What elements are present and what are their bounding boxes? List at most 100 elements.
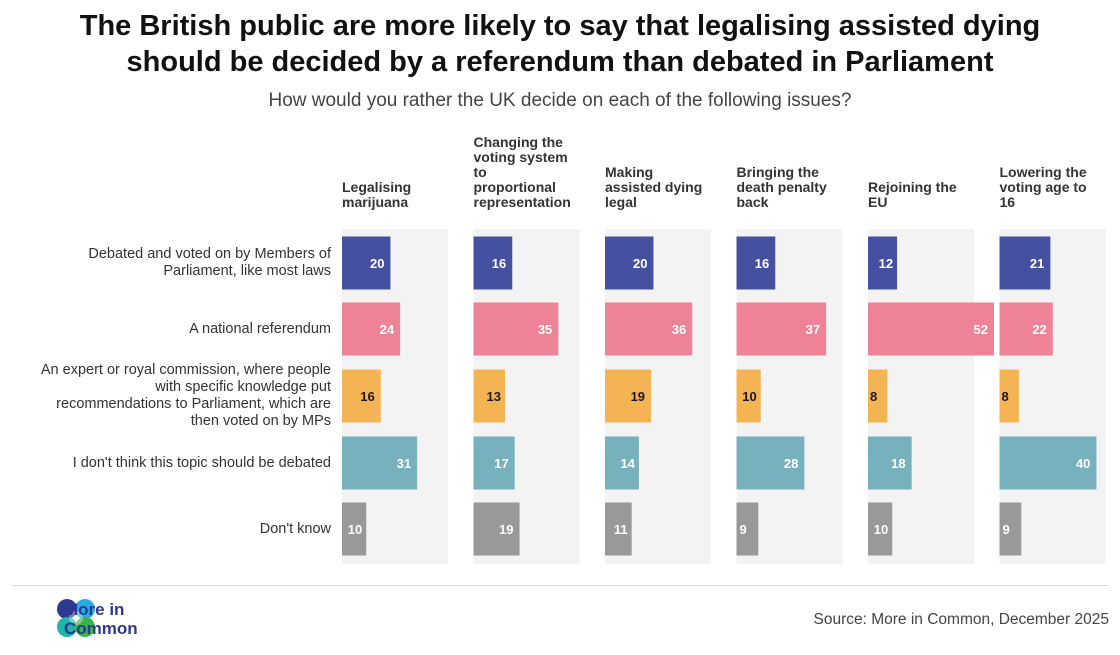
panel-header-line: Legalising (342, 179, 412, 195)
data-label: 10 (874, 522, 888, 537)
data-label: 13 (487, 389, 501, 404)
bar (999, 369, 1019, 423)
bar (473, 502, 520, 556)
row-label-line: Parliament, like most laws (163, 263, 331, 279)
bar (473, 236, 513, 290)
bar (868, 436, 912, 490)
panel-header-line: Changing the (473, 134, 563, 150)
bar (736, 302, 827, 356)
panel-header-6: Lowering the voting age to 16 (1000, 110, 1120, 210)
data-label: 40 (1076, 456, 1090, 471)
logo-line-2: Common (64, 619, 138, 638)
row-label-line: Don't know (259, 520, 331, 537)
data-label: 35 (538, 322, 552, 337)
data-label: 22 (1032, 322, 1046, 337)
bar (868, 502, 893, 556)
logo-center-overlap (69, 611, 83, 625)
data-label: 8 (870, 389, 877, 404)
data-label: 14 (620, 456, 635, 471)
data-label: 18 (891, 456, 905, 471)
panel-header-line: Bringing the (736, 164, 819, 180)
bar (736, 436, 805, 490)
panel-header-2: Changing the voting system to proportional r… (474, 110, 598, 210)
panel-header-line: 16 (999, 194, 1016, 210)
panel-header-line: legal (605, 194, 637, 210)
bar (342, 436, 418, 490)
data-label: 19 (499, 522, 513, 537)
data-label: 11 (614, 522, 628, 537)
bar (605, 436, 639, 490)
row-label-line: recommendations to Parliament, which are (56, 396, 331, 412)
data-label: 9 (740, 522, 747, 537)
panel-header-line: Lowering the (999, 164, 1087, 180)
chart-title: The British public are more likely to sa… (0, 8, 1120, 80)
bar (999, 236, 1051, 290)
data-label: 21 (1030, 256, 1044, 271)
chart-subtitle: How would you rather the UK decide on ea… (268, 90, 852, 111)
bar (999, 302, 1053, 356)
panel-header-line: Making (605, 164, 654, 180)
data-label: 16 (755, 256, 769, 271)
row-label-4: I don't think this topic should be debat… (8, 433, 331, 493)
data-label: 16 (492, 256, 506, 271)
chart-title-line-2: should be decided by a referendum than d… (126, 46, 994, 78)
bar (473, 436, 515, 490)
footer-divider (12, 585, 1109, 586)
bar (473, 369, 505, 423)
data-label: 12 (879, 256, 893, 271)
logo-line-1: More in (64, 600, 125, 619)
panel-header-line: assisted dying (605, 179, 703, 195)
bar (868, 369, 888, 423)
data-label: 10 (742, 389, 756, 404)
bar (342, 502, 367, 556)
bar-chart: 20 24 16 31 10 16 35 13 17 19 20 36 19 14 11 16 37 10 28 9 1… (342, 229, 1106, 564)
panel-header-line: back (736, 194, 769, 210)
panel-header-line: voting age to (999, 179, 1087, 195)
bar (342, 236, 391, 290)
panel-header-1: Legalising marijuana (342, 110, 466, 210)
data-label: 20 (633, 256, 647, 271)
panel-header-4: Bringing the death penalty back (737, 110, 861, 210)
bar (605, 369, 652, 423)
row-label-line: then voted on by MPs (190, 413, 331, 429)
panel-header-line: EU (868, 194, 888, 210)
bar (342, 369, 381, 423)
row-label-1: Debated and voted on by Members of Parlia… (8, 233, 331, 293)
logo-circle-top-left (57, 599, 77, 619)
row-label-line: with specific knowledge put (155, 379, 331, 395)
panel-header-line: Rejoining the (868, 179, 957, 195)
panel-header-line: death penalty (736, 179, 827, 195)
data-label: 24 (380, 322, 395, 337)
source-note: Source: More in Common, December 2025 (813, 611, 1110, 628)
data-label: 8 (1002, 389, 1009, 404)
bar (736, 369, 761, 423)
bar (605, 502, 632, 556)
row-label-line: Debated and voted on by Members of (88, 246, 331, 262)
panel-header-line: marijuana (342, 194, 409, 210)
bar (605, 302, 693, 356)
panel-header-3: Making assisted dying legal (605, 110, 729, 210)
logo-circle-bottom-right (75, 617, 95, 637)
bar (868, 236, 898, 290)
bar (473, 302, 559, 356)
bar (999, 502, 1022, 556)
row-label-3: An expert or royal commission, where peo… (8, 362, 331, 429)
panel-header-line: voting system (473, 149, 568, 165)
panel-header-line: representation (473, 194, 571, 210)
bar (999, 436, 1097, 490)
panel-header-5: Rejoining the EU (868, 110, 992, 210)
data-label: 9 (1003, 522, 1010, 537)
data-label: 36 (672, 322, 686, 337)
bar (736, 502, 759, 556)
data-label: 20 (370, 256, 384, 271)
data-label: 52 (974, 322, 988, 337)
logo-circle-top-right (75, 599, 95, 619)
more-in-common-logo-icon (57, 599, 95, 637)
data-label: 17 (494, 456, 508, 471)
row-label-2: A national referendum (8, 299, 331, 359)
logo-wordmark: More in Common (64, 600, 138, 638)
bar (342, 302, 401, 356)
panel-header-line: to (473, 164, 487, 180)
bar (605, 236, 654, 290)
row-label-line: A national referendum (189, 320, 331, 337)
